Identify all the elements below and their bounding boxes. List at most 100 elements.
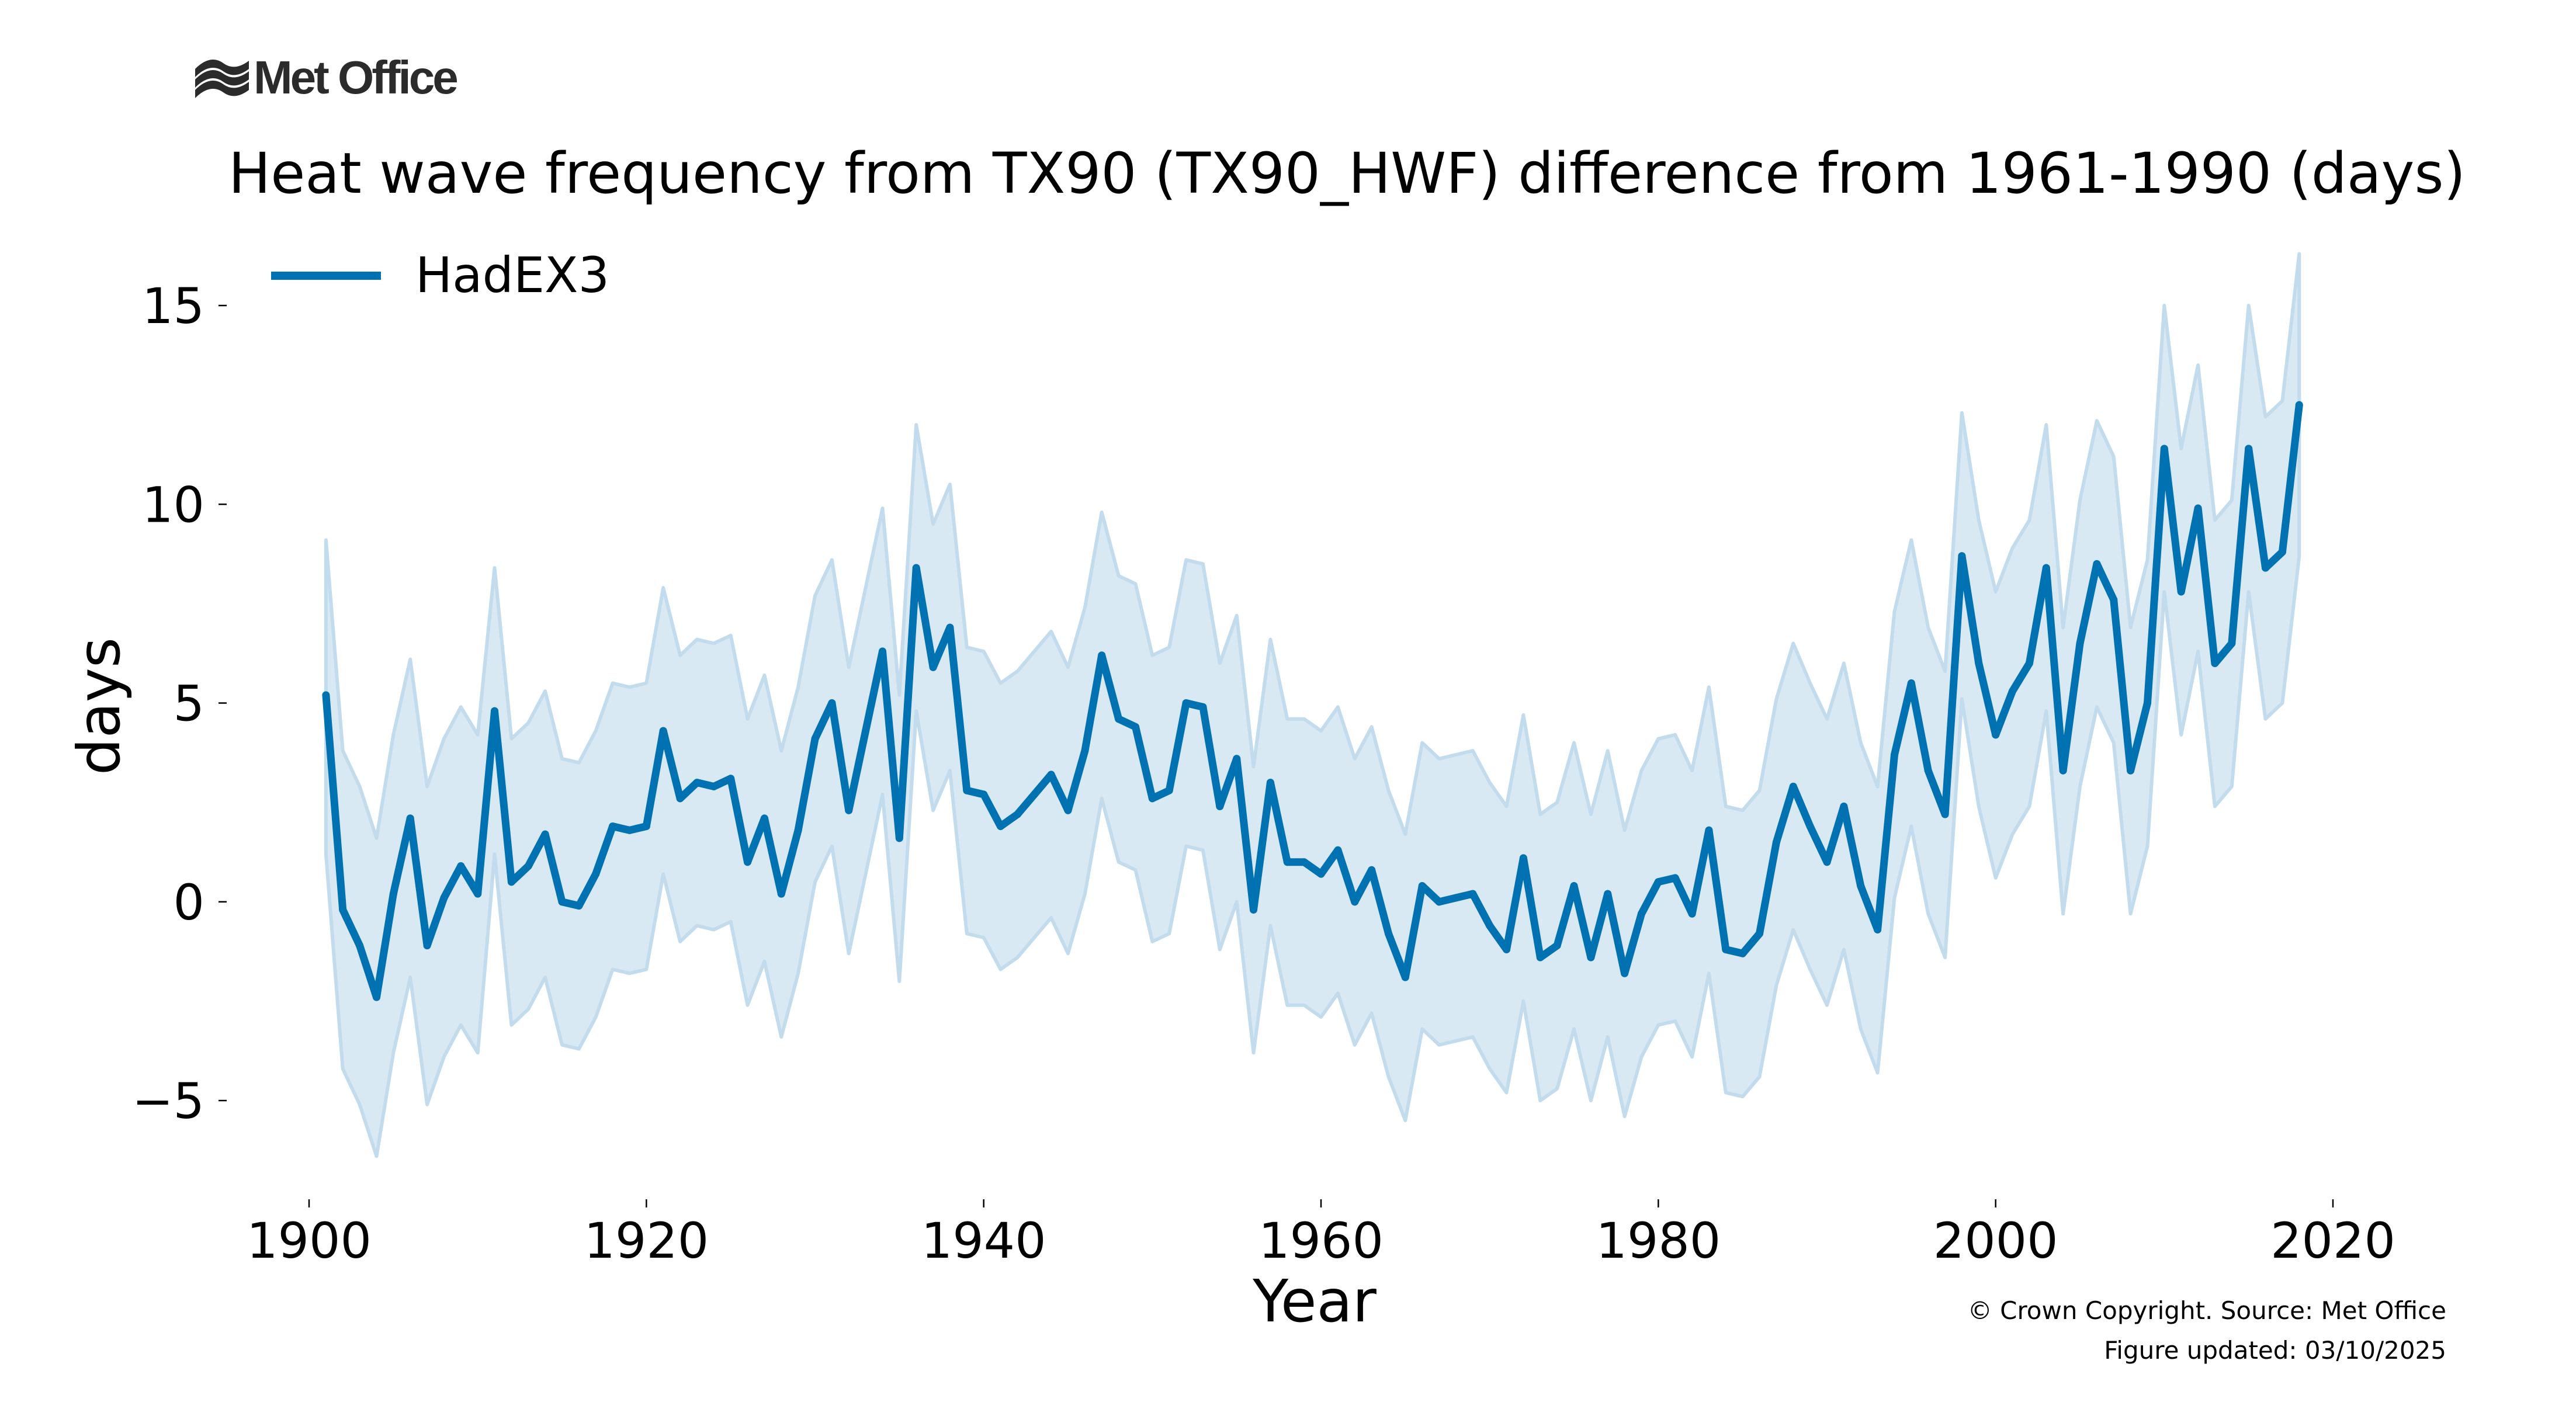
data-point-1922 (676, 794, 684, 803)
data-point-1901 (322, 691, 330, 699)
data-point-1993 (1874, 925, 1882, 933)
data-point-1966 (1418, 882, 1426, 890)
data-point-2000 (1992, 731, 2000, 739)
data-point-1912 (507, 878, 515, 886)
data-point-1977 (1604, 890, 1612, 898)
data-point-1992 (1857, 882, 1865, 890)
data-point-1946 (1081, 747, 1089, 755)
logo-text: Met Office (254, 51, 457, 103)
data-point-1927 (760, 814, 768, 823)
data-point-1970 (1486, 922, 1494, 930)
y-axis: −5 0 5 10 15 (132, 277, 227, 1130)
data-point-1923 (693, 779, 701, 787)
data-point-1952 (1182, 699, 1190, 707)
data-point-1998 (1958, 552, 1966, 560)
data-point-2012 (2194, 504, 2202, 512)
data-point-1963 (1368, 866, 1376, 874)
data-point-1926 (744, 858, 752, 866)
data-point-2015 (2245, 445, 2253, 453)
data-point-1969 (1469, 890, 1477, 898)
data-point-1903 (356, 942, 364, 950)
data-point-1932 (845, 806, 853, 814)
data-point-1960 (1317, 870, 1325, 878)
uncertainty-band (324, 252, 2301, 1158)
data-point-1915 (558, 898, 566, 906)
data-point-1913 (524, 862, 532, 870)
data-point-1907 (423, 942, 431, 950)
data-point-1990 (1823, 858, 1831, 866)
data-point-1988 (1789, 782, 1797, 790)
data-point-1982 (1688, 910, 1696, 918)
copyright-text: © Crown Copyright. Source: Met Office (1968, 1296, 2446, 1325)
data-point-1925 (727, 775, 735, 783)
data-point-1985 (1739, 949, 1747, 957)
data-point-1938 (946, 623, 954, 631)
data-point-2006 (2093, 560, 2101, 568)
data-point-1983 (1705, 826, 1713, 834)
data-point-1911 (491, 707, 499, 715)
data-point-1964 (1384, 929, 1392, 938)
data-point-1949 (1131, 723, 1139, 731)
data-point-2010 (2160, 445, 2168, 453)
x-tick-label: 1900 (247, 1212, 372, 1269)
data-point-1951 (1165, 786, 1173, 794)
data-point-1921 (659, 727, 667, 735)
data-point-1976 (1587, 953, 1595, 962)
data-point-1916 (575, 902, 583, 910)
data-point-2009 (2143, 699, 2151, 707)
x-axis: 1900 1920 1940 1960 1980 2000 2020 (247, 1199, 2395, 1269)
data-point-2007 (2110, 596, 2118, 604)
data-point-1987 (1772, 838, 1780, 846)
data-point-1953 (1199, 703, 1207, 711)
plot-area (322, 252, 2303, 1158)
y-tick-label: 15 (142, 277, 204, 335)
legend-label-hadex3: HadEX3 (415, 247, 609, 304)
legend: HadEX3 (271, 247, 609, 304)
data-point-1962 (1351, 898, 1359, 906)
data-point-1931 (828, 699, 836, 707)
data-point-2005 (2076, 639, 2084, 647)
data-point-1954 (1216, 802, 1224, 810)
data-point-1919 (625, 826, 633, 834)
data-point-1902 (339, 905, 347, 914)
data-point-1984 (1722, 945, 1730, 953)
data-point-2001 (2009, 687, 2017, 695)
data-point-1918 (609, 822, 617, 830)
data-point-2002 (2025, 659, 2033, 667)
data-point-1941 (997, 822, 1005, 830)
x-tick-label: 1920 (584, 1212, 709, 1269)
data-point-2017 (2278, 548, 2286, 556)
data-point-1945 (1064, 806, 1072, 814)
data-point-1986 (1756, 929, 1764, 938)
data-point-1999 (1975, 659, 1983, 667)
data-point-1929 (794, 826, 802, 834)
data-point-2018 (2295, 401, 2303, 409)
data-point-1955 (1233, 755, 1241, 763)
data-point-1965 (1401, 973, 1409, 981)
data-point-1920 (642, 822, 650, 830)
y-axis-label: days (65, 637, 133, 775)
met-office-logo: Met Office (195, 51, 459, 103)
data-point-1944 (1047, 771, 1055, 779)
chart-title: Heat wave frequency from TX90 (TX90_HWF)… (228, 141, 2466, 206)
data-point-1930 (811, 735, 819, 743)
data-point-1975 (1570, 882, 1578, 890)
data-point-2011 (2177, 588, 2185, 596)
data-point-1906 (406, 814, 414, 823)
data-point-1937 (929, 663, 937, 671)
data-point-1956 (1250, 905, 1258, 914)
data-point-1980 (1654, 878, 1662, 886)
data-point-1997 (1941, 810, 1949, 818)
data-point-1961 (1334, 846, 1342, 854)
data-point-1995 (1907, 679, 1915, 687)
data-point-1924 (710, 782, 718, 790)
series-line-hadex3 (322, 404, 2303, 1001)
x-tick-label: 1940 (921, 1212, 1046, 1269)
data-point-2014 (2228, 639, 2236, 647)
data-point-1908 (440, 894, 448, 902)
data-point-1959 (1300, 858, 1308, 866)
data-point-1994 (1890, 751, 1898, 759)
data-point-1973 (1536, 953, 1544, 962)
data-point-1957 (1266, 779, 1274, 787)
data-point-1958 (1283, 858, 1291, 866)
